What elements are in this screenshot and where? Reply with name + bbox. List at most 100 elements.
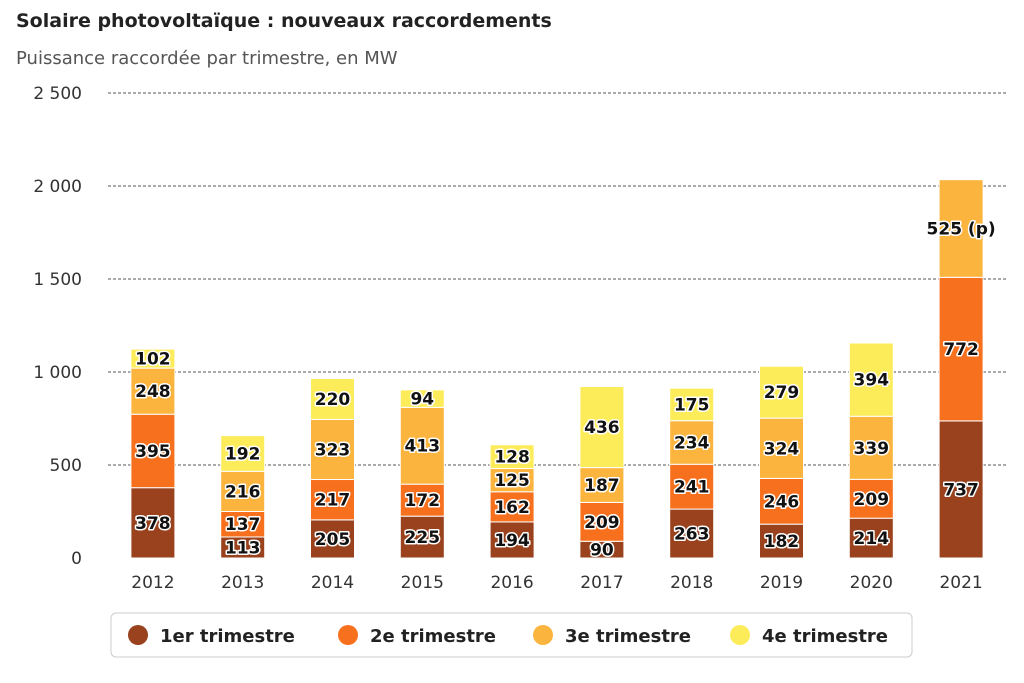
bar-segment[interactable] xyxy=(399,389,445,408)
bars-layer xyxy=(130,179,984,559)
data-label: 175 xyxy=(674,395,710,415)
data-label: 279 xyxy=(764,383,800,403)
legend-item-label[interactable]: 4e trimestre xyxy=(762,626,888,647)
data-label: 137 xyxy=(225,515,261,535)
data-label: 323 xyxy=(315,440,351,460)
bar-segment[interactable] xyxy=(130,348,176,369)
bar-segment[interactable] xyxy=(759,365,804,419)
bar-segment[interactable] xyxy=(220,470,266,513)
legend-marker xyxy=(533,625,553,645)
grid-layer: 0 500 1 000 1 500 2 000 2 500 xyxy=(33,84,1006,569)
bar-segment[interactable] xyxy=(220,435,266,472)
data-label: 436 xyxy=(584,418,620,438)
data-label: 263 xyxy=(674,525,710,545)
bar-segment[interactable] xyxy=(759,477,804,525)
data-label: 194 xyxy=(494,531,530,551)
data-label: 182 xyxy=(764,532,800,552)
data-label: 205 xyxy=(315,530,351,550)
bar-segment[interactable] xyxy=(310,378,355,420)
data-label: 234 xyxy=(674,433,710,453)
x-tick-label: 2016 xyxy=(490,573,533,593)
bar-segment[interactable] xyxy=(938,276,984,422)
legend-marker xyxy=(338,625,358,645)
bar-segment[interactable] xyxy=(938,179,984,278)
data-label: 394 xyxy=(854,371,890,391)
bar-segment[interactable] xyxy=(848,517,894,559)
y-tick-label: 2 000 xyxy=(33,177,82,197)
data-label: 209 xyxy=(584,513,620,533)
bar-segment[interactable] xyxy=(669,387,715,422)
y-tick-label: 2 500 xyxy=(33,84,82,104)
data-label: 128 xyxy=(494,448,530,468)
x-tick-label: 2018 xyxy=(670,573,713,593)
data-label: 339 xyxy=(854,439,890,459)
data-label: 241 xyxy=(674,478,710,498)
y-tick-label: 1 000 xyxy=(33,363,82,383)
data-label: 94 xyxy=(410,390,434,410)
data-label: 220 xyxy=(315,390,351,410)
data-label: 209 xyxy=(854,490,890,510)
data-label: 225 xyxy=(405,528,441,548)
bar-segment[interactable] xyxy=(489,491,535,523)
chart-subtitle: Puissance raccordée par trimestre, en MW xyxy=(16,48,398,69)
bar-segment[interactable] xyxy=(130,487,176,559)
bar-segment[interactable] xyxy=(489,521,535,559)
data-label: 172 xyxy=(405,491,441,511)
x-tick-label: 2017 xyxy=(580,573,623,593)
bar-segment[interactable] xyxy=(399,515,445,559)
data-label: 525 (p) xyxy=(927,220,996,240)
data-label: 772 xyxy=(943,340,979,360)
y-tick-label: 500 xyxy=(50,456,82,476)
data-label: 217 xyxy=(315,491,351,511)
data-label: 90 xyxy=(590,541,614,561)
x-tick-label: 2012 xyxy=(131,573,174,593)
data-label: 125 xyxy=(494,471,530,491)
data-label: 216 xyxy=(225,482,261,502)
chart-title: Solaire photovoltaïque : nouveaux raccor… xyxy=(16,10,552,32)
bar-segment[interactable] xyxy=(399,406,445,485)
x-tick-label: 2015 xyxy=(401,573,444,593)
bar-segment[interactable] xyxy=(310,418,355,481)
legend: 1er trimestre 2e trimestre 3e trimestre 4e … xyxy=(110,612,913,658)
legend-item-label[interactable]: 2e trimestre xyxy=(370,626,496,647)
legend-marker xyxy=(730,625,750,645)
x-tick-label: 2021 xyxy=(939,573,982,593)
data-label: 162 xyxy=(494,498,530,518)
bar-segment[interactable] xyxy=(579,501,625,542)
bar-segment[interactable] xyxy=(669,463,715,510)
legend-item-label[interactable]: 3e trimestre xyxy=(565,626,691,647)
bar-segment[interactable] xyxy=(310,519,355,559)
bar-segment[interactable] xyxy=(848,342,894,417)
data-label: 395 xyxy=(135,442,171,462)
legend-marker xyxy=(128,625,148,645)
bar-segment[interactable] xyxy=(848,415,894,480)
bar-segment[interactable] xyxy=(579,386,625,469)
labels-layer: 378 395 248 102 2012 113 137 216 192 2013 205 217 32… xyxy=(131,218,997,593)
bar-segment[interactable] xyxy=(489,444,535,470)
data-label: 102 xyxy=(135,350,171,370)
bar-segment[interactable] xyxy=(848,478,894,519)
data-label: 113 xyxy=(225,538,261,558)
data-label: 192 xyxy=(225,444,261,464)
data-label: 737 xyxy=(943,480,979,500)
data-label: 214 xyxy=(854,529,890,549)
bar-segment[interactable] xyxy=(669,508,715,559)
y-tick-label: 1 500 xyxy=(33,270,82,290)
x-tick-label: 2013 xyxy=(221,573,264,593)
data-label: 246 xyxy=(764,492,800,512)
data-label: 324 xyxy=(764,439,800,459)
x-tick-label: 2020 xyxy=(850,573,893,593)
bar-segment[interactable] xyxy=(399,483,445,517)
data-label: 378 xyxy=(135,514,171,534)
bar-segment[interactable] xyxy=(938,420,984,559)
x-tick-label: 2014 xyxy=(311,573,354,593)
data-label: 187 xyxy=(584,476,620,496)
data-label: 413 xyxy=(405,437,441,457)
legend-box xyxy=(110,612,913,658)
y-tick-label: 0 xyxy=(71,549,82,569)
bar-segment[interactable] xyxy=(669,420,715,465)
data-label: 248 xyxy=(135,382,171,402)
legend-item-label[interactable]: 1er trimestre xyxy=(160,626,295,647)
